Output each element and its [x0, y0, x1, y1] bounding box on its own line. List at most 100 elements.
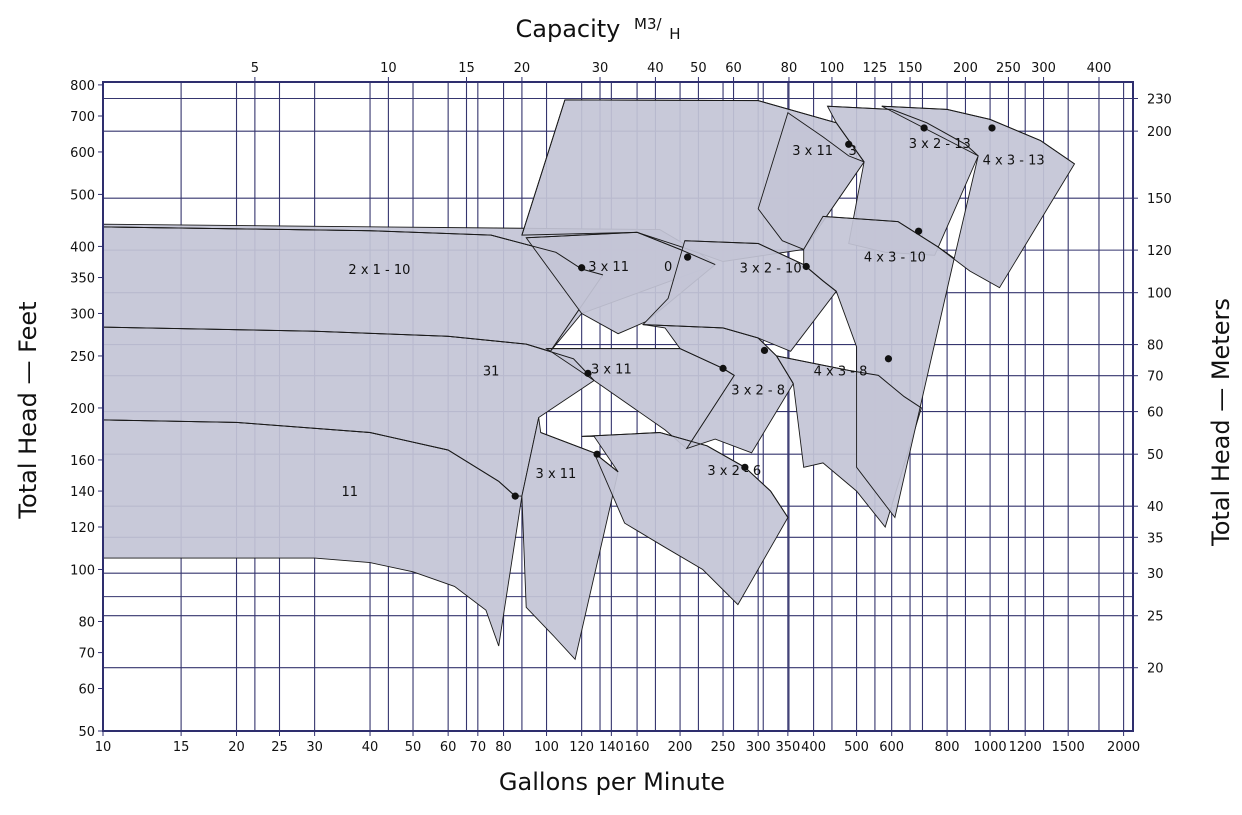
y-tick-label: 800	[70, 79, 95, 94]
y-tick-label: 140	[70, 485, 95, 500]
y-tick-label: 250	[70, 350, 95, 365]
y-tick-label: 120	[70, 521, 95, 536]
x-tick-label: 70	[470, 740, 487, 755]
x-tick-label: 30	[306, 740, 323, 755]
y2-tick-label: 25	[1147, 610, 1164, 625]
x-tick-label: 160	[625, 740, 650, 755]
x-tick-label: 800	[935, 740, 960, 755]
region-label: 3 x 11	[588, 260, 629, 275]
y-tick-label: 500	[70, 188, 95, 203]
x2-tick-label: 10	[380, 61, 397, 76]
x-tick-label: 400	[801, 740, 826, 755]
bep-point	[578, 264, 586, 272]
y-tick-label: 300	[70, 307, 95, 322]
y2-tick-label: 70	[1147, 370, 1164, 385]
y2-tick-layer: 20 25 30 35 40 50 60 70 80 100 120 150 200 230	[1133, 93, 1172, 677]
x2-tick-layer: 5 10 15 20 30 40 50 60 80 100 125 150 200 250 300 400	[251, 61, 1112, 82]
y2-tick-label: 200	[1147, 125, 1172, 140]
y2-axis-title: Total Head — Meters	[1207, 298, 1235, 547]
bep-point	[760, 346, 769, 355]
x2-tick-label: 400	[1087, 61, 1112, 76]
bep-point-layer	[511, 124, 996, 500]
head-curve-13	[881, 105, 1075, 165]
region-label: 3 x 11	[591, 362, 632, 377]
y-tick-layer: 50 60 70 80 100 120 140 160 200 250 300 350 400 500 60…	[70, 79, 103, 740]
x2-tick-label: 200	[953, 61, 978, 76]
y-tick-label: 700	[70, 110, 95, 125]
y-tick-label: 160	[70, 454, 95, 469]
region-layer	[102, 99, 1076, 661]
bep-point	[988, 124, 996, 132]
x-tick-label: 40	[362, 740, 379, 755]
y-tick-label: 80	[78, 615, 95, 630]
x2-tick-label: 150	[898, 61, 923, 76]
region-label: 3 x 2 - 13	[909, 137, 971, 152]
bep-point	[845, 140, 853, 148]
x-tick-label: 500	[844, 740, 869, 755]
x-tick-label: 25	[271, 740, 288, 755]
y2-tick-label: 50	[1147, 448, 1164, 463]
y-tick-label: 50	[78, 725, 95, 740]
y-tick-label: 100	[70, 563, 95, 578]
head-curve-8	[642, 324, 794, 384]
x-tick-layer: 10 15 20 25 30 40 50 60 70 80 100 120 140 160 200 250 30…	[95, 731, 1140, 755]
y2-tick-label: 35	[1147, 531, 1164, 546]
bep-point	[920, 124, 928, 132]
y-tick-label: 60	[78, 683, 95, 698]
y2-tick-label: 100	[1147, 287, 1172, 302]
y-tick-label: 600	[70, 146, 95, 161]
region-label: 3 x 2 - 8	[731, 383, 785, 398]
bep-point	[684, 253, 692, 261]
x2-tick-label: 100	[820, 61, 845, 76]
x-axis-title: Gallons per Minute	[499, 768, 725, 796]
y-tick-label: 70	[78, 647, 95, 662]
region-label: 3 x 2 - 6	[707, 464, 761, 479]
region-label: 31	[483, 364, 500, 379]
y-tick-label: 350	[70, 272, 95, 287]
bep-point	[584, 369, 592, 377]
x2-tick-label: 20	[514, 61, 531, 76]
top-unit-main: M3/	[634, 15, 662, 33]
x-tick-label: 50	[405, 740, 422, 755]
x-tick-label: 1500	[1052, 740, 1085, 755]
y-tick-label: 200	[70, 402, 95, 417]
head-curve-11	[776, 355, 922, 409]
y-axis-title: Total Head — Feet	[14, 301, 42, 519]
x-tick-label: 100	[534, 740, 559, 755]
x2-tick-label: 60	[725, 61, 742, 76]
head-curve-1	[102, 326, 595, 381]
x-tick-label: 20	[228, 740, 245, 755]
x2-tick-label: 40	[647, 61, 664, 76]
top-unit-sub: H	[669, 25, 680, 43]
y2-tick-label: 80	[1147, 339, 1164, 354]
x2-tick-label: 5	[251, 61, 259, 76]
y2-tick-label: 40	[1147, 500, 1164, 515]
bep-point	[719, 364, 727, 372]
bep-point	[511, 492, 519, 500]
y2-tick-label: 150	[1147, 192, 1172, 207]
pump-region-9	[581, 432, 789, 606]
x-tick-label: 120	[569, 740, 594, 755]
curve-layer	[102, 99, 1075, 518]
region-label: 2 x 1 - 10	[348, 263, 410, 278]
region-label: 11	[341, 485, 358, 500]
bep-point	[884, 355, 893, 363]
y2-tick-label: 60	[1147, 406, 1164, 421]
y2-tick-label: 230	[1147, 93, 1172, 108]
bep-point	[915, 227, 923, 235]
chart-title: Capacity M3/ H	[516, 7, 681, 43]
x-tick-label: 200	[668, 740, 693, 755]
x-tick-label: 250	[711, 740, 736, 755]
head-curve-2	[102, 226, 604, 276]
x-tick-label: 1200	[1009, 740, 1042, 755]
x2-tick-label: 30	[592, 61, 609, 76]
chart-title-text: Capacity	[516, 15, 621, 43]
head-curve-5	[526, 231, 716, 266]
x-tick-label: 2000	[1107, 740, 1140, 755]
x-tick-label: 600	[879, 740, 904, 755]
head-curve-7	[581, 431, 789, 518]
x-tick-label: 1000	[974, 740, 1007, 755]
head-curve-6	[521, 99, 865, 236]
